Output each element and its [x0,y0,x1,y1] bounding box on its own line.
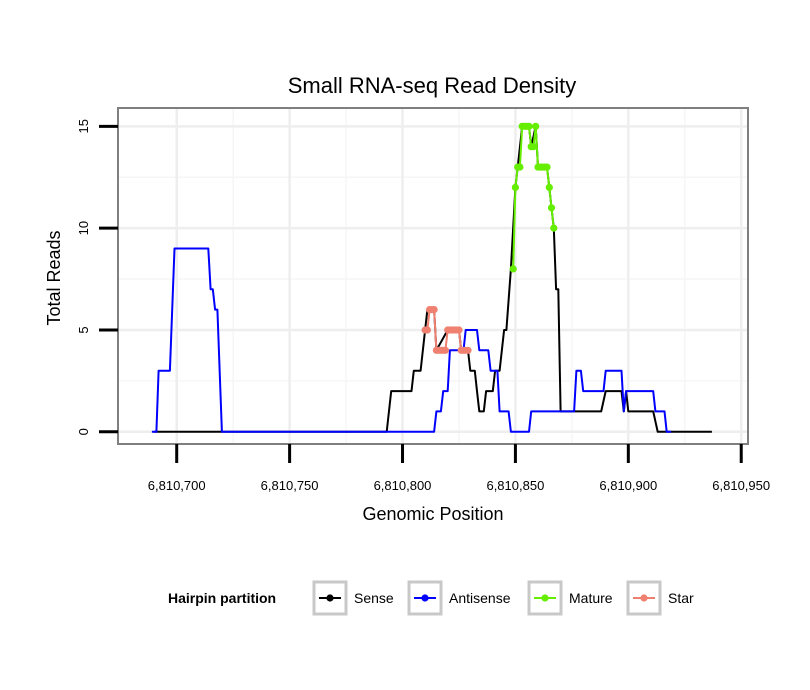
legend-label: Antisense [449,590,511,606]
series-point-mature [547,204,556,212]
y-tick-label: 0 [76,428,91,435]
x-tick-label: 6,810,750 [261,478,319,493]
x-tick-label: 6,810,900 [599,478,657,493]
y-tick-label: 15 [76,119,91,133]
series-point-mature [532,122,540,130]
legend-key-point [326,594,334,602]
series-point-star [441,346,449,354]
legend-label: Sense [354,590,394,606]
legend-title: Hairpin partition [168,590,276,606]
series-point-star [430,306,438,314]
plot-panel [117,107,749,445]
y-axis-title: Total Reads [44,230,64,325]
x-tick-label: 6,810,800 [374,478,432,493]
legend: Hairpin partition Sense Antisense Mature St… [168,580,694,616]
series-point-mature [543,163,551,171]
y-axis: 0 5 10 15 [76,119,118,435]
legend-key-point [640,594,648,602]
series-point-star [455,326,463,334]
legend-label: Mature [569,590,613,606]
series-point-mature [525,122,533,130]
plot-border [117,107,749,445]
series-point-mature [529,143,538,151]
legend-item-star: Star [626,580,694,616]
x-axis: 6,810,700 6,810,750 6,810,800 6,810,850 6,81… [148,444,770,493]
series-point-mature [511,183,519,191]
legend-key-point [421,594,429,602]
chart-title: Small RNA-seq Read Density [288,73,577,98]
x-tick-label: 6,810,950 [712,478,770,493]
series-layer [151,122,712,433]
legend-label: Star [668,590,694,606]
legend-item-antisense: Antisense [407,580,511,616]
x-tick-label: 6,810,700 [148,478,206,493]
legend-item-mature: Mature [527,580,613,616]
y-tick-label: 5 [76,326,91,333]
x-tick-label: 6,810,850 [486,478,544,493]
legend-item-sense: Sense [312,580,394,616]
series-point-star [423,326,431,334]
plot-background [118,108,748,444]
y-tick-label: 10 [76,221,91,235]
series-point-star [464,346,472,354]
series-point-mature [516,163,524,171]
legend-key-point [541,594,549,602]
legend-items: Sense Antisense Mature Star [312,580,694,616]
series-point-mature [550,224,558,232]
x-axis-title: Genomic Position [362,504,503,524]
series-point-mature [545,183,553,191]
series-point-mature [509,265,517,273]
series-line-antisense [151,247,672,433]
